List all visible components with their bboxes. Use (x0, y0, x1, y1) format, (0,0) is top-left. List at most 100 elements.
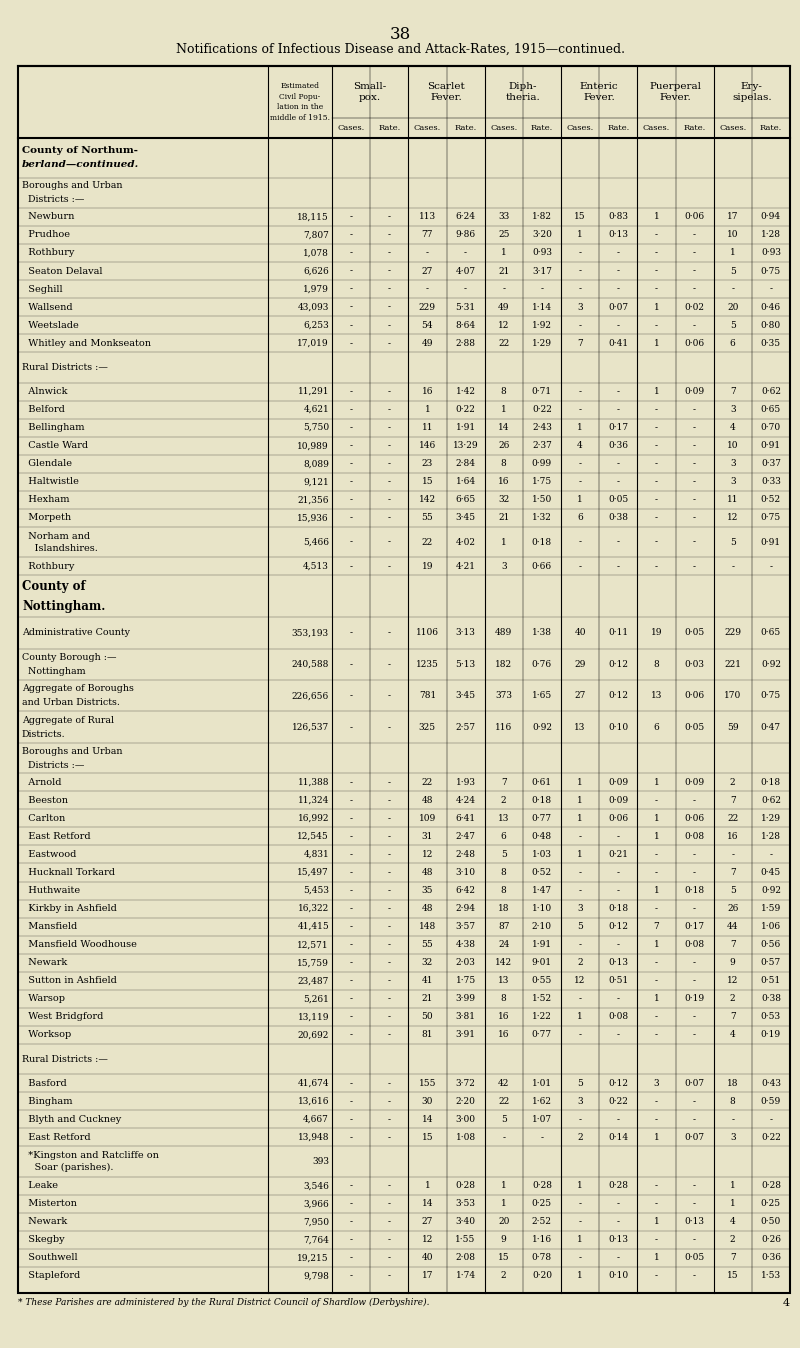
Text: -: - (388, 628, 390, 638)
Text: 0·25: 0·25 (532, 1200, 552, 1208)
Text: 2·08: 2·08 (455, 1254, 475, 1263)
Text: 1: 1 (425, 406, 430, 414)
Text: 0·38: 0·38 (608, 514, 628, 523)
Text: 0·33: 0·33 (761, 477, 781, 487)
Text: 1: 1 (578, 814, 583, 822)
Text: -: - (578, 1030, 582, 1039)
Text: -: - (350, 905, 353, 913)
Text: 1·65: 1·65 (532, 692, 552, 700)
Text: 0·77: 0·77 (532, 1030, 552, 1039)
Text: 5,750: 5,750 (303, 423, 329, 433)
Text: -: - (350, 1012, 353, 1022)
Text: 3·99: 3·99 (455, 995, 475, 1003)
Text: 42: 42 (498, 1078, 510, 1088)
Text: 0·08: 0·08 (685, 940, 705, 949)
Text: Districts.: Districts. (22, 729, 66, 739)
Text: 1: 1 (654, 814, 659, 822)
Text: -: - (578, 460, 582, 468)
Text: 20: 20 (727, 303, 738, 311)
Text: Morpeth: Morpeth (22, 514, 71, 523)
Text: 4: 4 (730, 1030, 736, 1039)
Text: 0·62: 0·62 (761, 387, 781, 396)
Text: 1·03: 1·03 (532, 851, 552, 859)
Text: 1: 1 (654, 1254, 659, 1263)
Text: -: - (578, 477, 582, 487)
Text: 6,626: 6,626 (303, 267, 329, 275)
Text: 0·22: 0·22 (456, 406, 475, 414)
Text: 27: 27 (422, 1217, 433, 1227)
Text: -: - (770, 284, 773, 294)
Text: -: - (578, 562, 582, 570)
Text: -: - (388, 213, 390, 221)
Text: -: - (693, 1030, 696, 1039)
Text: -: - (350, 659, 353, 669)
Text: 32: 32 (498, 495, 510, 504)
Text: 15: 15 (727, 1271, 738, 1281)
Text: 1·10: 1·10 (532, 905, 552, 913)
Text: 0·20: 0·20 (532, 1271, 552, 1281)
Text: 13,616: 13,616 (298, 1097, 329, 1105)
Text: 0·06: 0·06 (608, 814, 628, 822)
Text: 0·13: 0·13 (685, 1217, 705, 1227)
Text: 1: 1 (578, 778, 583, 787)
Text: -: - (578, 886, 582, 895)
Text: 0·93: 0·93 (761, 248, 781, 257)
Text: -: - (693, 1012, 696, 1022)
Text: 0·19: 0·19 (685, 995, 705, 1003)
Text: Cases.: Cases. (642, 124, 670, 132)
Text: -: - (350, 778, 353, 787)
Text: 0·80: 0·80 (761, 321, 781, 330)
Text: Rate.: Rate. (760, 124, 782, 132)
Text: 1·91: 1·91 (455, 423, 476, 433)
Text: 1·93: 1·93 (455, 778, 475, 787)
Text: 142: 142 (419, 495, 436, 504)
Text: Soar (parishes).: Soar (parishes). (22, 1163, 114, 1173)
Text: 12: 12 (422, 851, 433, 859)
Text: 2·43: 2·43 (532, 423, 552, 433)
Text: 1: 1 (654, 995, 659, 1003)
Text: 3·10: 3·10 (455, 868, 475, 878)
Text: 1: 1 (654, 940, 659, 949)
Text: 15: 15 (498, 1254, 510, 1263)
Text: 23,487: 23,487 (298, 976, 329, 985)
Text: Puerperal
Fever.: Puerperal Fever. (650, 82, 702, 102)
Text: 43,093: 43,093 (298, 303, 329, 311)
Text: Worksop: Worksop (22, 1030, 71, 1039)
Text: 1: 1 (654, 832, 659, 841)
Text: -: - (655, 284, 658, 294)
Text: 21,356: 21,356 (298, 495, 329, 504)
Text: 3·00: 3·00 (455, 1115, 475, 1124)
Text: 126,537: 126,537 (292, 723, 329, 732)
Text: -: - (617, 1200, 620, 1208)
Text: 0·46: 0·46 (761, 303, 781, 311)
Text: 2·20: 2·20 (456, 1097, 475, 1105)
Text: 54: 54 (422, 321, 434, 330)
Text: 1: 1 (654, 303, 659, 311)
Text: 40: 40 (422, 1254, 433, 1263)
Text: Arnold: Arnold (22, 778, 62, 787)
Text: 1: 1 (578, 1235, 583, 1244)
Text: 7,764: 7,764 (303, 1235, 329, 1244)
Text: 0·02: 0·02 (685, 303, 705, 311)
Text: -: - (350, 814, 353, 822)
Text: 3·81: 3·81 (455, 1012, 475, 1022)
Text: 0·50: 0·50 (761, 1217, 781, 1227)
Text: 4: 4 (578, 441, 583, 450)
Text: 26: 26 (727, 905, 738, 913)
Text: -: - (350, 477, 353, 487)
Text: 0·28: 0·28 (761, 1181, 781, 1190)
Text: 5: 5 (730, 321, 736, 330)
Text: -: - (655, 477, 658, 487)
Text: Aggregate of Rural: Aggregate of Rural (22, 716, 114, 725)
Text: -: - (350, 495, 353, 504)
Text: 0·12: 0·12 (608, 1078, 628, 1088)
Text: -: - (693, 1271, 696, 1281)
Text: -: - (388, 886, 390, 895)
Text: 8: 8 (501, 460, 506, 468)
Text: 0·22: 0·22 (761, 1132, 781, 1142)
Text: 2: 2 (730, 778, 735, 787)
Text: 0·10: 0·10 (608, 723, 628, 732)
Text: 3: 3 (578, 303, 583, 311)
Text: 0·75: 0·75 (761, 692, 781, 700)
Text: 1: 1 (730, 1181, 736, 1190)
